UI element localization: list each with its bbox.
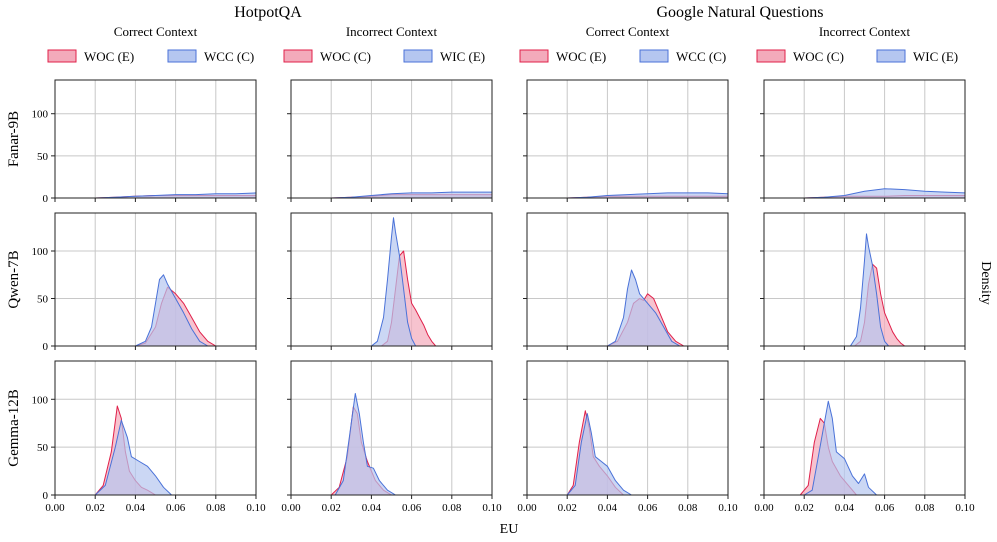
panel-frame-2-1 (290, 360, 493, 496)
density-other-2-3 (803, 400, 878, 496)
legend-swatch-0-0 (47, 49, 77, 63)
panel-1-0: 0 50 100 (32, 212, 257, 353)
xtick-label-0-3: 0.06 (166, 502, 186, 514)
legend-swatch-1-0 (283, 49, 313, 63)
context-title-3: Incorrect Context (819, 24, 911, 39)
xtick-label-2-0: 0.00 (517, 502, 537, 514)
legend-swatch-3-0 (756, 49, 786, 63)
density-other-1-0 (134, 274, 209, 347)
ytick-label-2-2: 100 (32, 394, 49, 406)
legend-label-2-1: WCC (C) (676, 49, 726, 64)
dataset-title-0: HotpotQA (234, 4, 302, 21)
xtick-label-1-2: 0.04 (362, 502, 382, 514)
ytick-label-0-2: 100 (32, 109, 49, 121)
xtick-label-2-2: 0.04 (598, 502, 618, 514)
density-other-0-1 (330, 191, 493, 199)
row-label-0: Fanar-9B (6, 111, 22, 167)
density-other-2-0 (94, 419, 173, 496)
density-other-1-2 (606, 269, 681, 347)
xtick-label-1-4: 0.08 (442, 502, 462, 514)
legend-label-2-0: WOC (E) (556, 49, 606, 64)
panel-2-1: 0.00 0.02 0.04 0.06 0.08 0.10 (281, 360, 502, 514)
legend-swatch-3-1 (876, 49, 906, 63)
panel-frame-0-3 (763, 79, 966, 199)
ytick-label-2-0: 0 (43, 490, 49, 502)
panel-1-3 (760, 212, 966, 350)
panel-frame-0-1 (290, 79, 493, 199)
xtick-label-3-5: 0.10 (955, 502, 975, 514)
density-other-2-2 (566, 413, 632, 496)
legend-label-0-0: WOC (E) (84, 49, 134, 64)
density-other-0-3 (803, 188, 966, 199)
ytick-label-2-1: 50 (37, 442, 49, 454)
panel-0-2 (523, 79, 729, 202)
ytick-label-1-1: 50 (37, 294, 49, 306)
xtick-label-0-4: 0.08 (206, 502, 226, 514)
panel-2-3: 0.00 0.02 0.04 0.06 0.08 0.10 (754, 360, 975, 514)
xtick-label-3-3: 0.06 (875, 502, 895, 514)
xtick-label-2-1: 0.02 (558, 502, 577, 514)
legend-label-3-0: WOC (C) (793, 49, 844, 64)
legend-swatch-2-1 (639, 49, 669, 63)
panel-frame-1-1 (290, 212, 493, 347)
context-title-1: Incorrect Context (346, 24, 438, 39)
panel-frame-2-0 (54, 360, 257, 496)
xtick-label-2-4: 0.08 (678, 502, 698, 514)
panel-frame-1-0 (54, 212, 257, 347)
xtick-label-0-1: 0.02 (86, 502, 105, 514)
xtick-label-0-2: 0.04 (126, 502, 146, 514)
density-other-1-1 (370, 217, 417, 347)
ytick-label-0-0: 0 (43, 193, 49, 205)
xtick-label-0-5: 0.10 (246, 502, 266, 514)
legend-label-0-1: WCC (C) (204, 49, 254, 64)
ytick-label-1-2: 100 (32, 246, 49, 258)
panel-0-0: 0 50 100 (32, 79, 257, 205)
panel-2-2: 0.00 0.02 0.04 0.06 0.08 0.10 (517, 360, 738, 514)
xtick-label-1-3: 0.06 (402, 502, 422, 514)
xtick-label-0-0: 0.00 (45, 502, 65, 514)
dataset-title-1: Google Natural Questions (656, 4, 823, 21)
context-title-2: Correct Context (586, 24, 670, 39)
legend-swatch-2-0 (519, 49, 549, 63)
xtick-label-1-0: 0.00 (281, 502, 301, 514)
legend-label-3-1: WIC (E) (913, 49, 958, 64)
xtick-label-3-0: 0.00 (754, 502, 774, 514)
panel-frame-0-2 (526, 79, 729, 199)
context-title-0: Correct Context (114, 24, 198, 39)
xtick-label-3-1: 0.02 (795, 502, 814, 514)
panel-frame-1-3 (763, 212, 966, 347)
xtick-label-2-5: 0.10 (718, 502, 738, 514)
panel-2-0: 0 50 100 0.00 0.02 0.04 0.06 0.08 0.10 (32, 360, 266, 514)
legend-label-1-1: WIC (E) (440, 49, 485, 64)
density-other-1-3 (849, 233, 890, 347)
xtick-label-3-4: 0.08 (915, 502, 935, 514)
panel-0-3 (760, 79, 966, 202)
panel-1-2 (523, 212, 729, 350)
panel-0-1 (287, 79, 493, 202)
panel-frame-1-2 (526, 212, 729, 347)
panel-frame-2-3 (763, 360, 966, 496)
panel-frame-0-0 (54, 79, 257, 199)
row-label-1: Qwen-7B (6, 250, 22, 308)
legend-label-1-0: WOC (C) (320, 49, 371, 64)
ytick-label-0-1: 50 (37, 151, 49, 163)
density-other-0-2 (566, 192, 729, 199)
xtick-label-1-1: 0.02 (322, 502, 341, 514)
panel-frame-2-2 (526, 360, 729, 496)
legend-swatch-0-1 (167, 49, 197, 63)
xtick-label-1-5: 0.10 (482, 502, 502, 514)
x-axis-label: EU (500, 522, 519, 537)
row-label-2: Gemma-12B (6, 389, 22, 466)
density-other-2-1 (334, 393, 396, 496)
xtick-label-3-2: 0.04 (835, 502, 855, 514)
ytick-label-1-0: 0 (43, 341, 49, 353)
xtick-label-2-3: 0.06 (638, 502, 658, 514)
legend-swatch-1-1 (403, 49, 433, 63)
y-axis-label: Density (978, 261, 993, 305)
panel-1-1 (287, 212, 493, 350)
